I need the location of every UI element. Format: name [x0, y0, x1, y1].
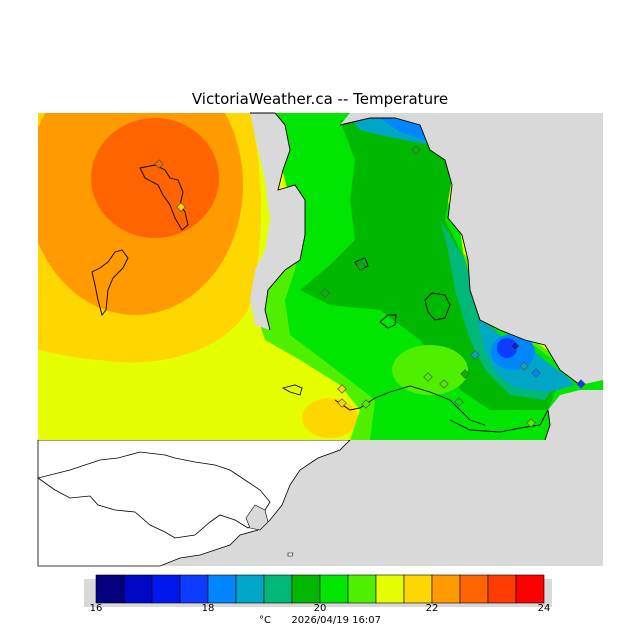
legend-swatch — [123, 574, 153, 604]
field-band-17-5 — [497, 338, 517, 358]
legend-swatch — [95, 574, 125, 604]
station-marker[interactable] — [519, 361, 529, 371]
legend-swatch — [347, 574, 377, 604]
map-title: VictoriaWeather.ca -- Temperature — [191, 90, 449, 108]
station-marker[interactable] — [470, 350, 480, 360]
legend-swatch — [487, 574, 517, 604]
temperature-field — [38, 113, 603, 440]
islet — [287, 552, 294, 557]
station-marker[interactable] — [356, 261, 366, 271]
station-marker[interactable] — [361, 399, 371, 409]
legend-swatch — [179, 574, 209, 604]
station-marker[interactable] — [531, 368, 541, 378]
field-band-23b — [91, 118, 219, 238]
station-marker[interactable] — [337, 384, 347, 394]
legend-swatch — [235, 574, 265, 604]
field-band-local-20 — [392, 345, 468, 395]
field-band-small-22 — [302, 398, 358, 438]
legend-tick-label: 24 — [537, 603, 551, 614]
legend-swatch — [263, 574, 293, 604]
legend-tick-label: 16 — [89, 603, 103, 614]
legend-tick-label: 18 — [201, 603, 215, 614]
eastern-land-mask-3 — [545, 390, 603, 440]
eastern-land-mask-2 — [340, 113, 603, 385]
legend-swatch — [431, 574, 461, 604]
coastlines — [250, 112, 581, 441]
station-marker[interactable] — [423, 372, 433, 382]
southern-inlet — [245, 504, 269, 531]
eastern-land-mask — [250, 113, 305, 330]
station-marker[interactable] — [460, 369, 470, 379]
legend-tick-label: 22 — [425, 603, 439, 614]
legend-swatch — [151, 574, 181, 604]
legend-footer: °C 2026/04/19 16:07 — [0, 615, 640, 626]
station-marker[interactable] — [439, 379, 449, 389]
station-marker[interactable] — [154, 159, 164, 169]
timestamp: 2026/04/19 16:07 — [291, 615, 381, 626]
legend-swatch — [319, 574, 349, 604]
station-marker[interactable] — [320, 288, 330, 298]
station-marker[interactable] — [576, 379, 586, 389]
station-marker[interactable] — [510, 341, 520, 351]
legend-swatch — [515, 574, 545, 604]
legend-swatch — [207, 574, 237, 604]
legend-swatch — [375, 574, 405, 604]
legend-unit: °C — [259, 615, 271, 626]
station-marker[interactable] — [411, 145, 421, 155]
station-marker[interactable] — [337, 398, 347, 408]
station-marker[interactable] — [454, 397, 464, 407]
legend-swatch — [459, 574, 489, 604]
station-marker[interactable] — [176, 202, 186, 212]
legend-swatch — [403, 574, 433, 604]
station-markers[interactable] — [154, 145, 586, 428]
station-marker[interactable] — [526, 418, 536, 428]
legend-color-bar — [84, 574, 552, 607]
legend-tick-label: 20 — [313, 603, 327, 614]
legend-swatch — [291, 574, 321, 604]
